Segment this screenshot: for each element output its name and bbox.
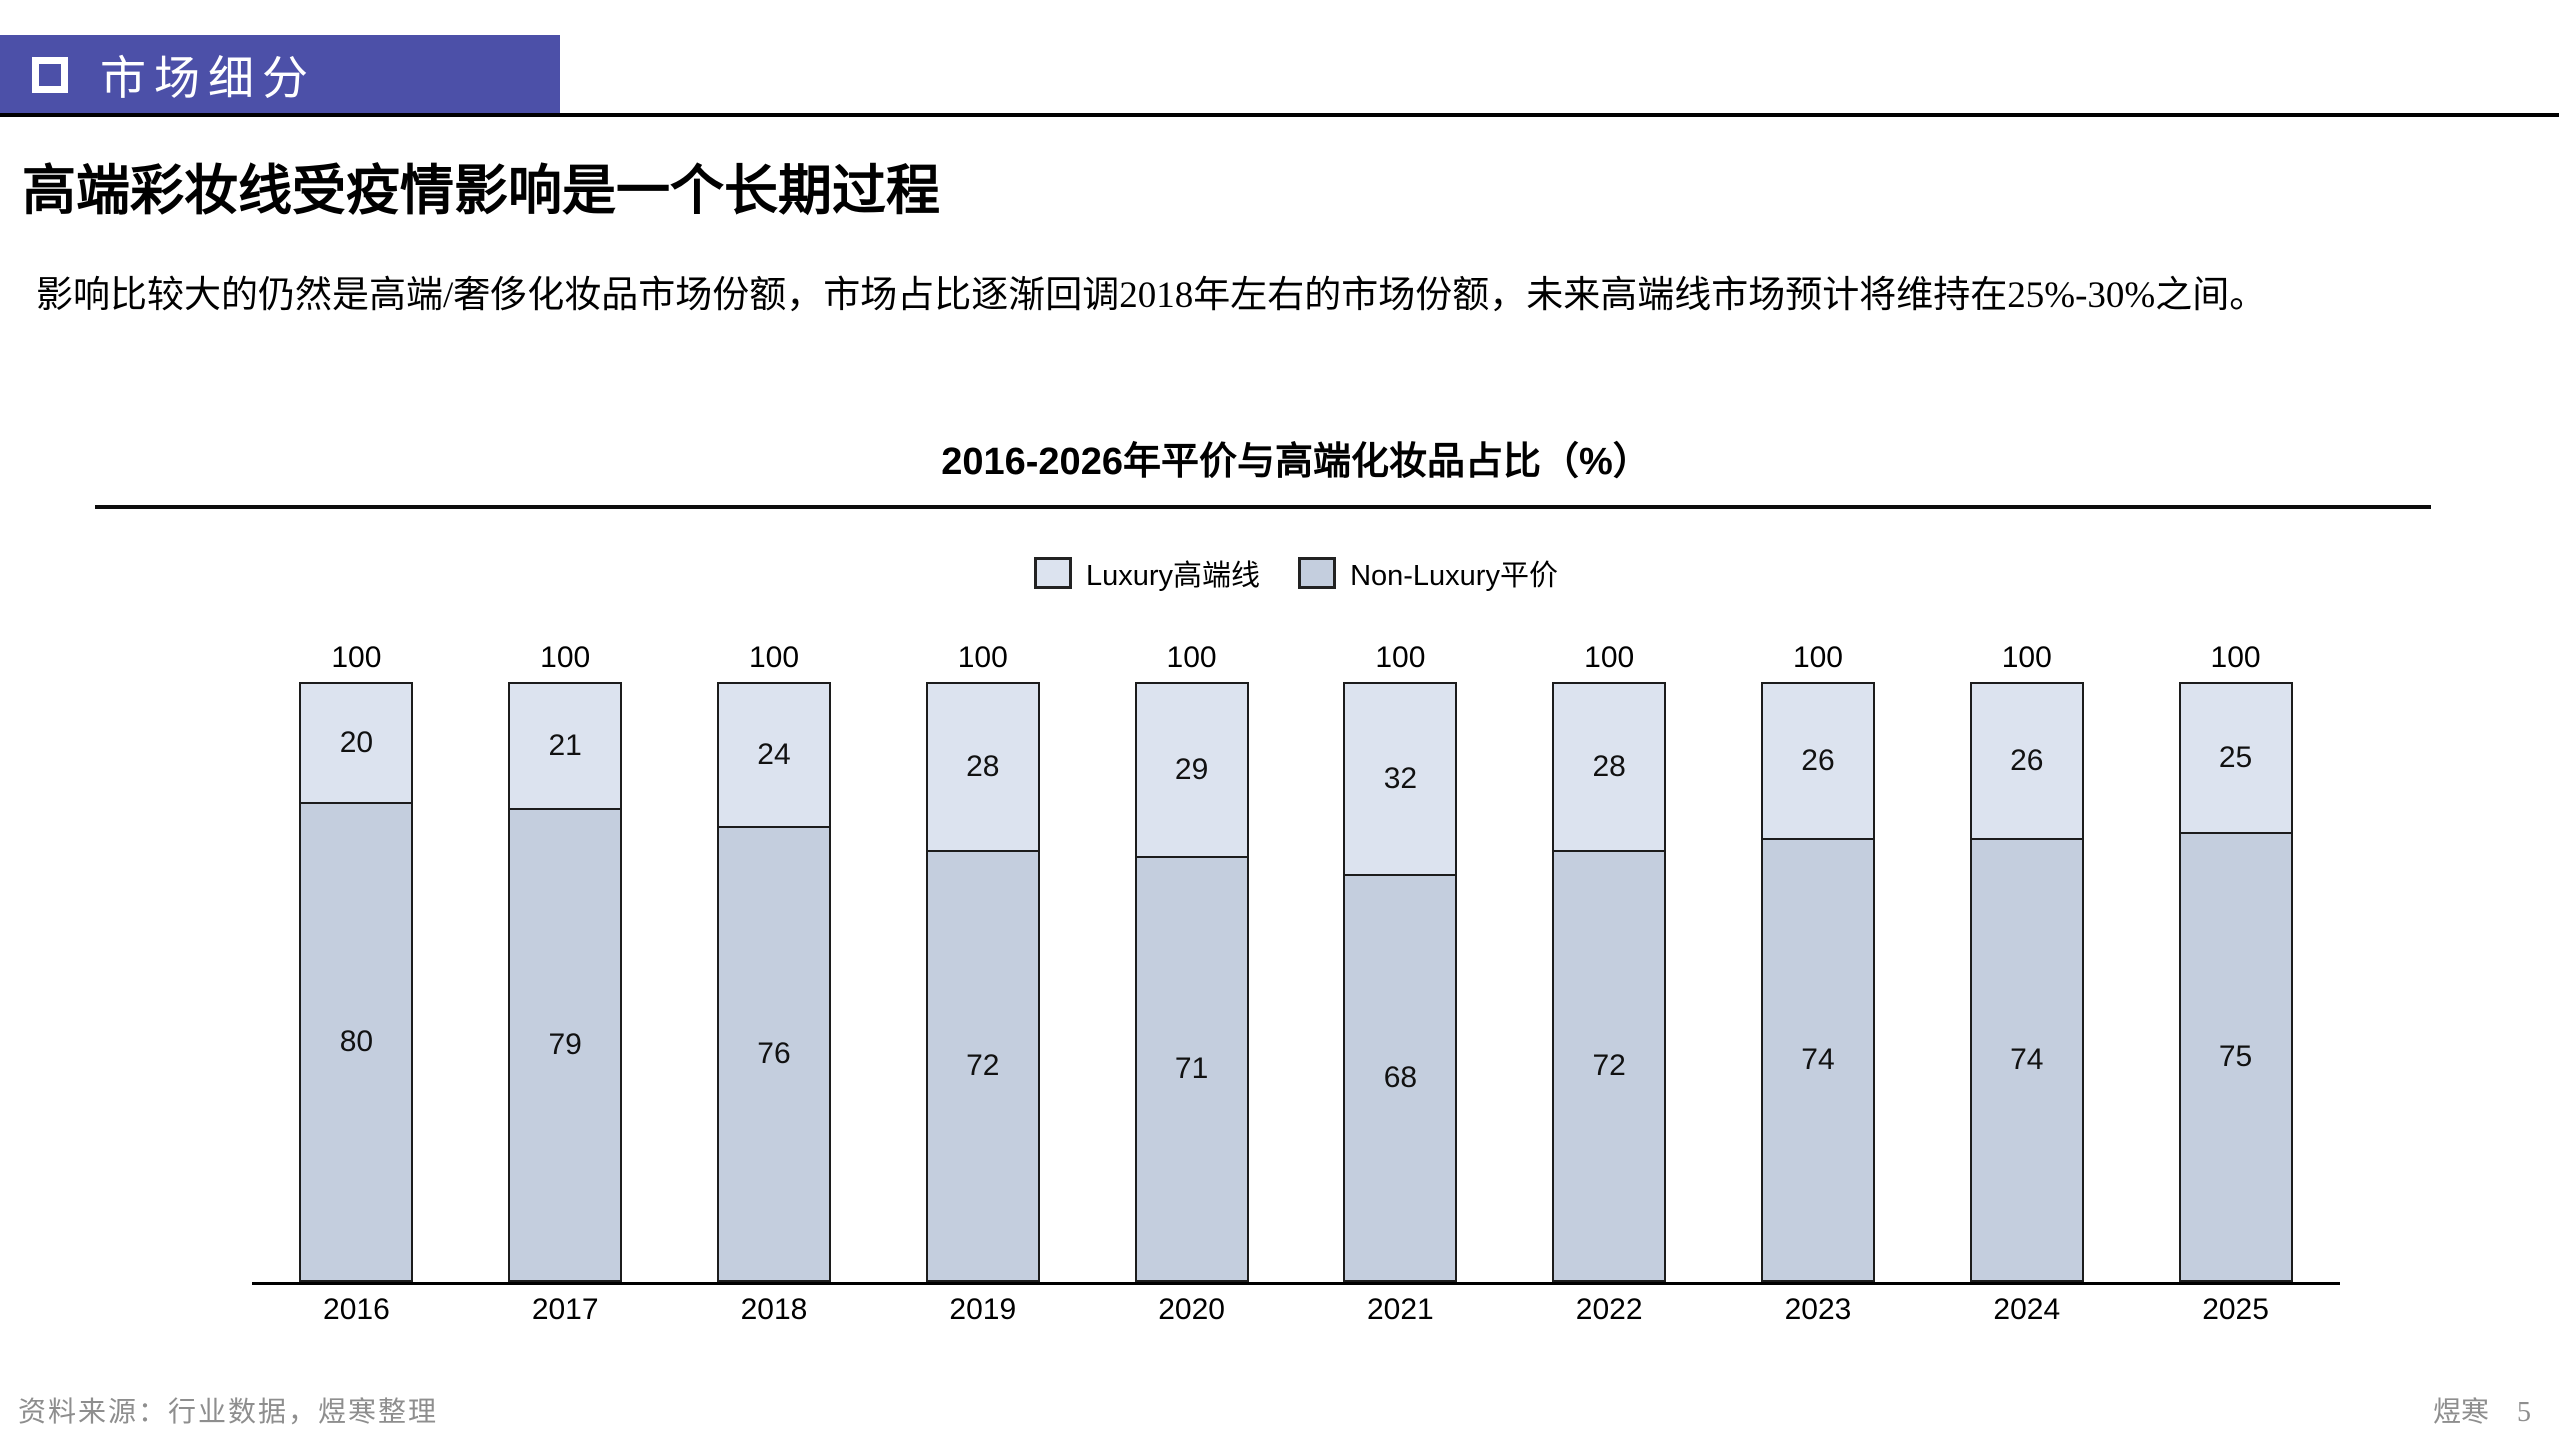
page-number: 5: [2517, 1397, 2531, 1428]
bar-segment-luxury: 28: [1554, 684, 1665, 852]
total-label: 100: [957, 641, 1008, 674]
stacked-bar: 26 74: [1760, 682, 1875, 1282]
x-axis-label: 2016: [323, 1293, 390, 1326]
total-label: 100: [1166, 641, 1217, 674]
bar-segment-luxury: 32: [1345, 684, 1456, 876]
bar-segment-nonluxury: 76: [718, 828, 829, 1280]
bar-slot-2021: 100 32 68: [1296, 640, 1505, 1282]
stacked-bar: 26 74: [1969, 682, 2084, 1282]
square-bullet-icon: [32, 57, 68, 93]
stacked-bar: 24 76: [716, 682, 831, 1282]
x-axis-label: 2018: [740, 1293, 808, 1326]
bar-segment-nonluxury: 71: [1136, 858, 1247, 1280]
bar-slot-2018: 100 24 76: [670, 640, 879, 1282]
total-label: 100: [2210, 641, 2261, 674]
x-axis-label: 2021: [1367, 1293, 1434, 1326]
bar-segment-nonluxury: 74: [1762, 840, 1873, 1280]
stacked-bar: 25 75: [2178, 682, 2293, 1282]
stacked-bar: 29 71: [1134, 682, 1249, 1282]
legend-swatch-nonluxury: [1298, 557, 1337, 589]
bars-row: 100 20 80 100 21 79 100 24 76 100 28 72 100 29 71 100 32…: [252, 640, 2340, 1285]
bar-segment-nonluxury: 72: [927, 852, 1038, 1280]
total-label: 100: [1584, 641, 1635, 674]
x-axis-labels: 2016 2017 2018 2019 2020 2021 2022 2023 2024 2025: [252, 1293, 2340, 1327]
x-axis-label: 2020: [1158, 1293, 1225, 1326]
bar-slot-2023: 100 26 74: [1714, 640, 1923, 1282]
total-label: 100: [1375, 641, 1426, 674]
x-axis-label: 2025: [2202, 1293, 2269, 1326]
x-axis-label: 2019: [949, 1293, 1017, 1326]
bar-segment-nonluxury: 72: [1554, 852, 1665, 1280]
x-axis-label: 2024: [1993, 1293, 2061, 1326]
footer-right: 煜寒 5: [2433, 1390, 2531, 1430]
bar-slot-2016: 100 20 80: [252, 640, 461, 1282]
bar-segment-luxury: 21: [510, 684, 621, 810]
bar-segment-nonluxury: 74: [1971, 840, 2082, 1280]
total-label: 100: [748, 641, 800, 674]
bar-segment-nonluxury: 75: [2180, 834, 2291, 1280]
header-divider: [0, 113, 2559, 117]
total-label: 100: [331, 641, 382, 674]
x-axis-label: 2017: [531, 1293, 599, 1326]
bar-segment-luxury: 24: [718, 684, 829, 828]
stacked-bar-chart: 100 20 80 100 21 79 100 24 76 100 28 72 100 29 71 100 32…: [252, 640, 2340, 1327]
legend-entry-luxury: Luxury高端线: [1034, 552, 1260, 594]
section-banner: 市场细分: [0, 35, 560, 115]
page-title: 高端彩妆线受疫情影响是一个长期过程: [22, 161, 940, 221]
bar-segment-luxury: 26: [1762, 684, 1873, 840]
total-label: 100: [2001, 641, 2052, 674]
stacked-bar: 32 68: [1343, 682, 1458, 1282]
x-axis-label: 2022: [1575, 1293, 1643, 1326]
legend-label-luxury: Luxury高端线: [1086, 560, 1261, 592]
bar-segment-nonluxury: 80: [301, 804, 412, 1280]
source-note: 资料来源：行业数据，煜寒整理: [18, 1397, 439, 1428]
bar-segment-luxury: 28: [927, 684, 1038, 852]
stacked-bar: 28 72: [1552, 682, 1667, 1282]
bar-segment-luxury: 25: [2180, 684, 2291, 834]
bar-slot-2024: 100 26 74: [1922, 640, 2131, 1282]
chart-title-divider: [95, 505, 2431, 509]
body-paragraph: 影响比较大的仍然是高端/奢侈化妆品市场份额，市场占比逐渐回调2018年左右的市场…: [36, 275, 2267, 316]
legend-entry-nonluxury: Non-Luxury平价: [1298, 552, 1558, 594]
bar-slot-2022: 100 28 72: [1505, 640, 1714, 1282]
bar-segment-luxury: 26: [1971, 684, 2082, 840]
stacked-bar: 20 80: [299, 682, 414, 1282]
bar-slot-2020: 100 29 71: [1087, 640, 1296, 1282]
chart-title: 2016-2026年平价与高端化妆品占比（%）: [941, 441, 1651, 483]
bar-slot-2019: 100 28 72: [878, 640, 1087, 1282]
bar-segment-luxury: 29: [1136, 684, 1247, 858]
stacked-bar: 28 72: [925, 682, 1040, 1282]
bar-slot-2017: 100 21 79: [461, 640, 670, 1282]
legend-label-nonluxury: Non-Luxury平价: [1350, 560, 1558, 592]
stacked-bar: 21 79: [508, 682, 623, 1282]
section-label: 市场细分: [100, 53, 316, 104]
x-axis-label: 2023: [1784, 1293, 1852, 1326]
bar-segment-nonluxury: 79: [510, 810, 621, 1280]
total-label: 100: [540, 641, 591, 674]
total-label: 100: [1792, 641, 1843, 674]
brand-name: 煜寒: [2432, 1397, 2489, 1428]
bar-segment-nonluxury: 68: [1345, 876, 1456, 1280]
bar-slot-2025: 100 25 75: [2131, 640, 2340, 1282]
bar-segment-luxury: 20: [301, 684, 412, 804]
legend-swatch-luxury: [1034, 557, 1073, 589]
chart-legend: Luxury高端线 Non-Luxury平价: [252, 552, 2340, 594]
